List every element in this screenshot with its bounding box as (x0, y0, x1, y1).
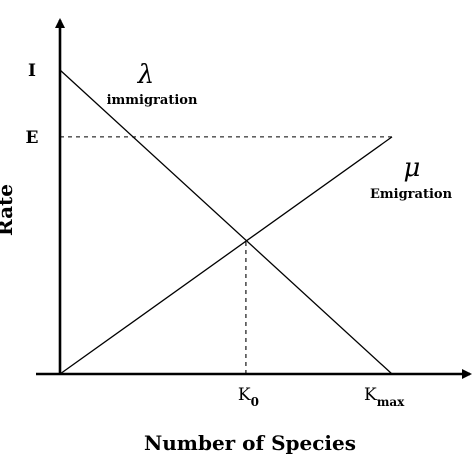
x-tick-k0-main: K (238, 385, 251, 405)
x-tick-kmax-main: K (364, 385, 377, 405)
y-axis-title: Rate (0, 184, 17, 236)
x-tick-kmax-subscript: max (377, 395, 405, 409)
x-tick-k0-subscript: 0 (251, 395, 259, 409)
x-tick-label-k0: K0 (238, 385, 259, 409)
x-tick-label-kmax: Kmax (364, 385, 405, 409)
immigration-line (59, 69, 393, 375)
emigration-line (59, 136, 393, 375)
y-tick-label-e: E (26, 128, 39, 148)
x-axis-title: Number of Species (144, 431, 356, 455)
immigration-symbol: λ (137, 60, 154, 90)
emigration-label: Emigration (370, 187, 453, 202)
emigration-symbol: μ (404, 153, 421, 183)
immigration-label: immigration (107, 93, 198, 108)
y-tick-label-i: I (28, 61, 36, 81)
